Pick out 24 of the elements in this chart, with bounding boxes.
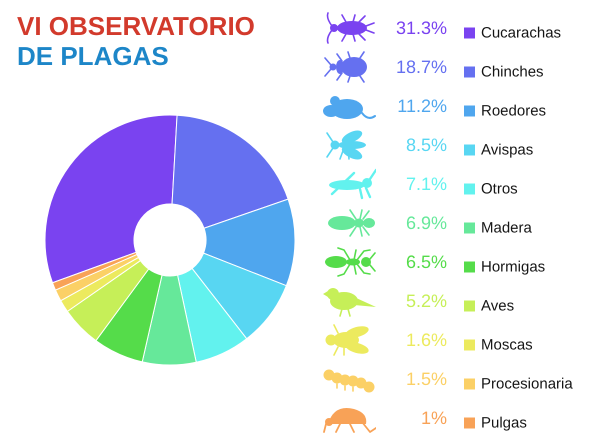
- legend-label: Cucarachas: [481, 24, 562, 42]
- legend-label: Avispas: [481, 142, 534, 158]
- data-label: 7.1%: [406, 174, 447, 194]
- legend-label: Moscas: [481, 336, 533, 354]
- data-label: 18.7%: [396, 57, 447, 77]
- data-label: 8.5%: [406, 135, 447, 155]
- data-label: 31.3%: [396, 18, 447, 38]
- legend-label: Hormigas: [481, 258, 546, 276]
- legend-label: Chinches: [481, 64, 544, 80]
- data-label: 5.2%: [406, 291, 447, 311]
- data-label: 6.9%: [406, 213, 447, 233]
- data-label: 6.5%: [406, 252, 447, 272]
- legend-label: Aves: [481, 298, 514, 314]
- text: DE PLAGAS: [17, 41, 169, 71]
- legend-label: Roedores: [481, 102, 546, 120]
- data-label: 1%: [420, 408, 447, 428]
- data-label: 1.5%: [406, 369, 447, 389]
- data-label: 11.2%: [397, 96, 447, 116]
- legend-label: Procesionaria: [481, 376, 574, 392]
- chart-title: VI OBSERVATORIO: [17, 11, 255, 41]
- legend-label: Otros: [481, 180, 518, 198]
- legend-label: Madera: [481, 220, 533, 236]
- legend-label: Pulgas: [481, 414, 527, 432]
- data-label: 1.6%: [406, 330, 447, 350]
